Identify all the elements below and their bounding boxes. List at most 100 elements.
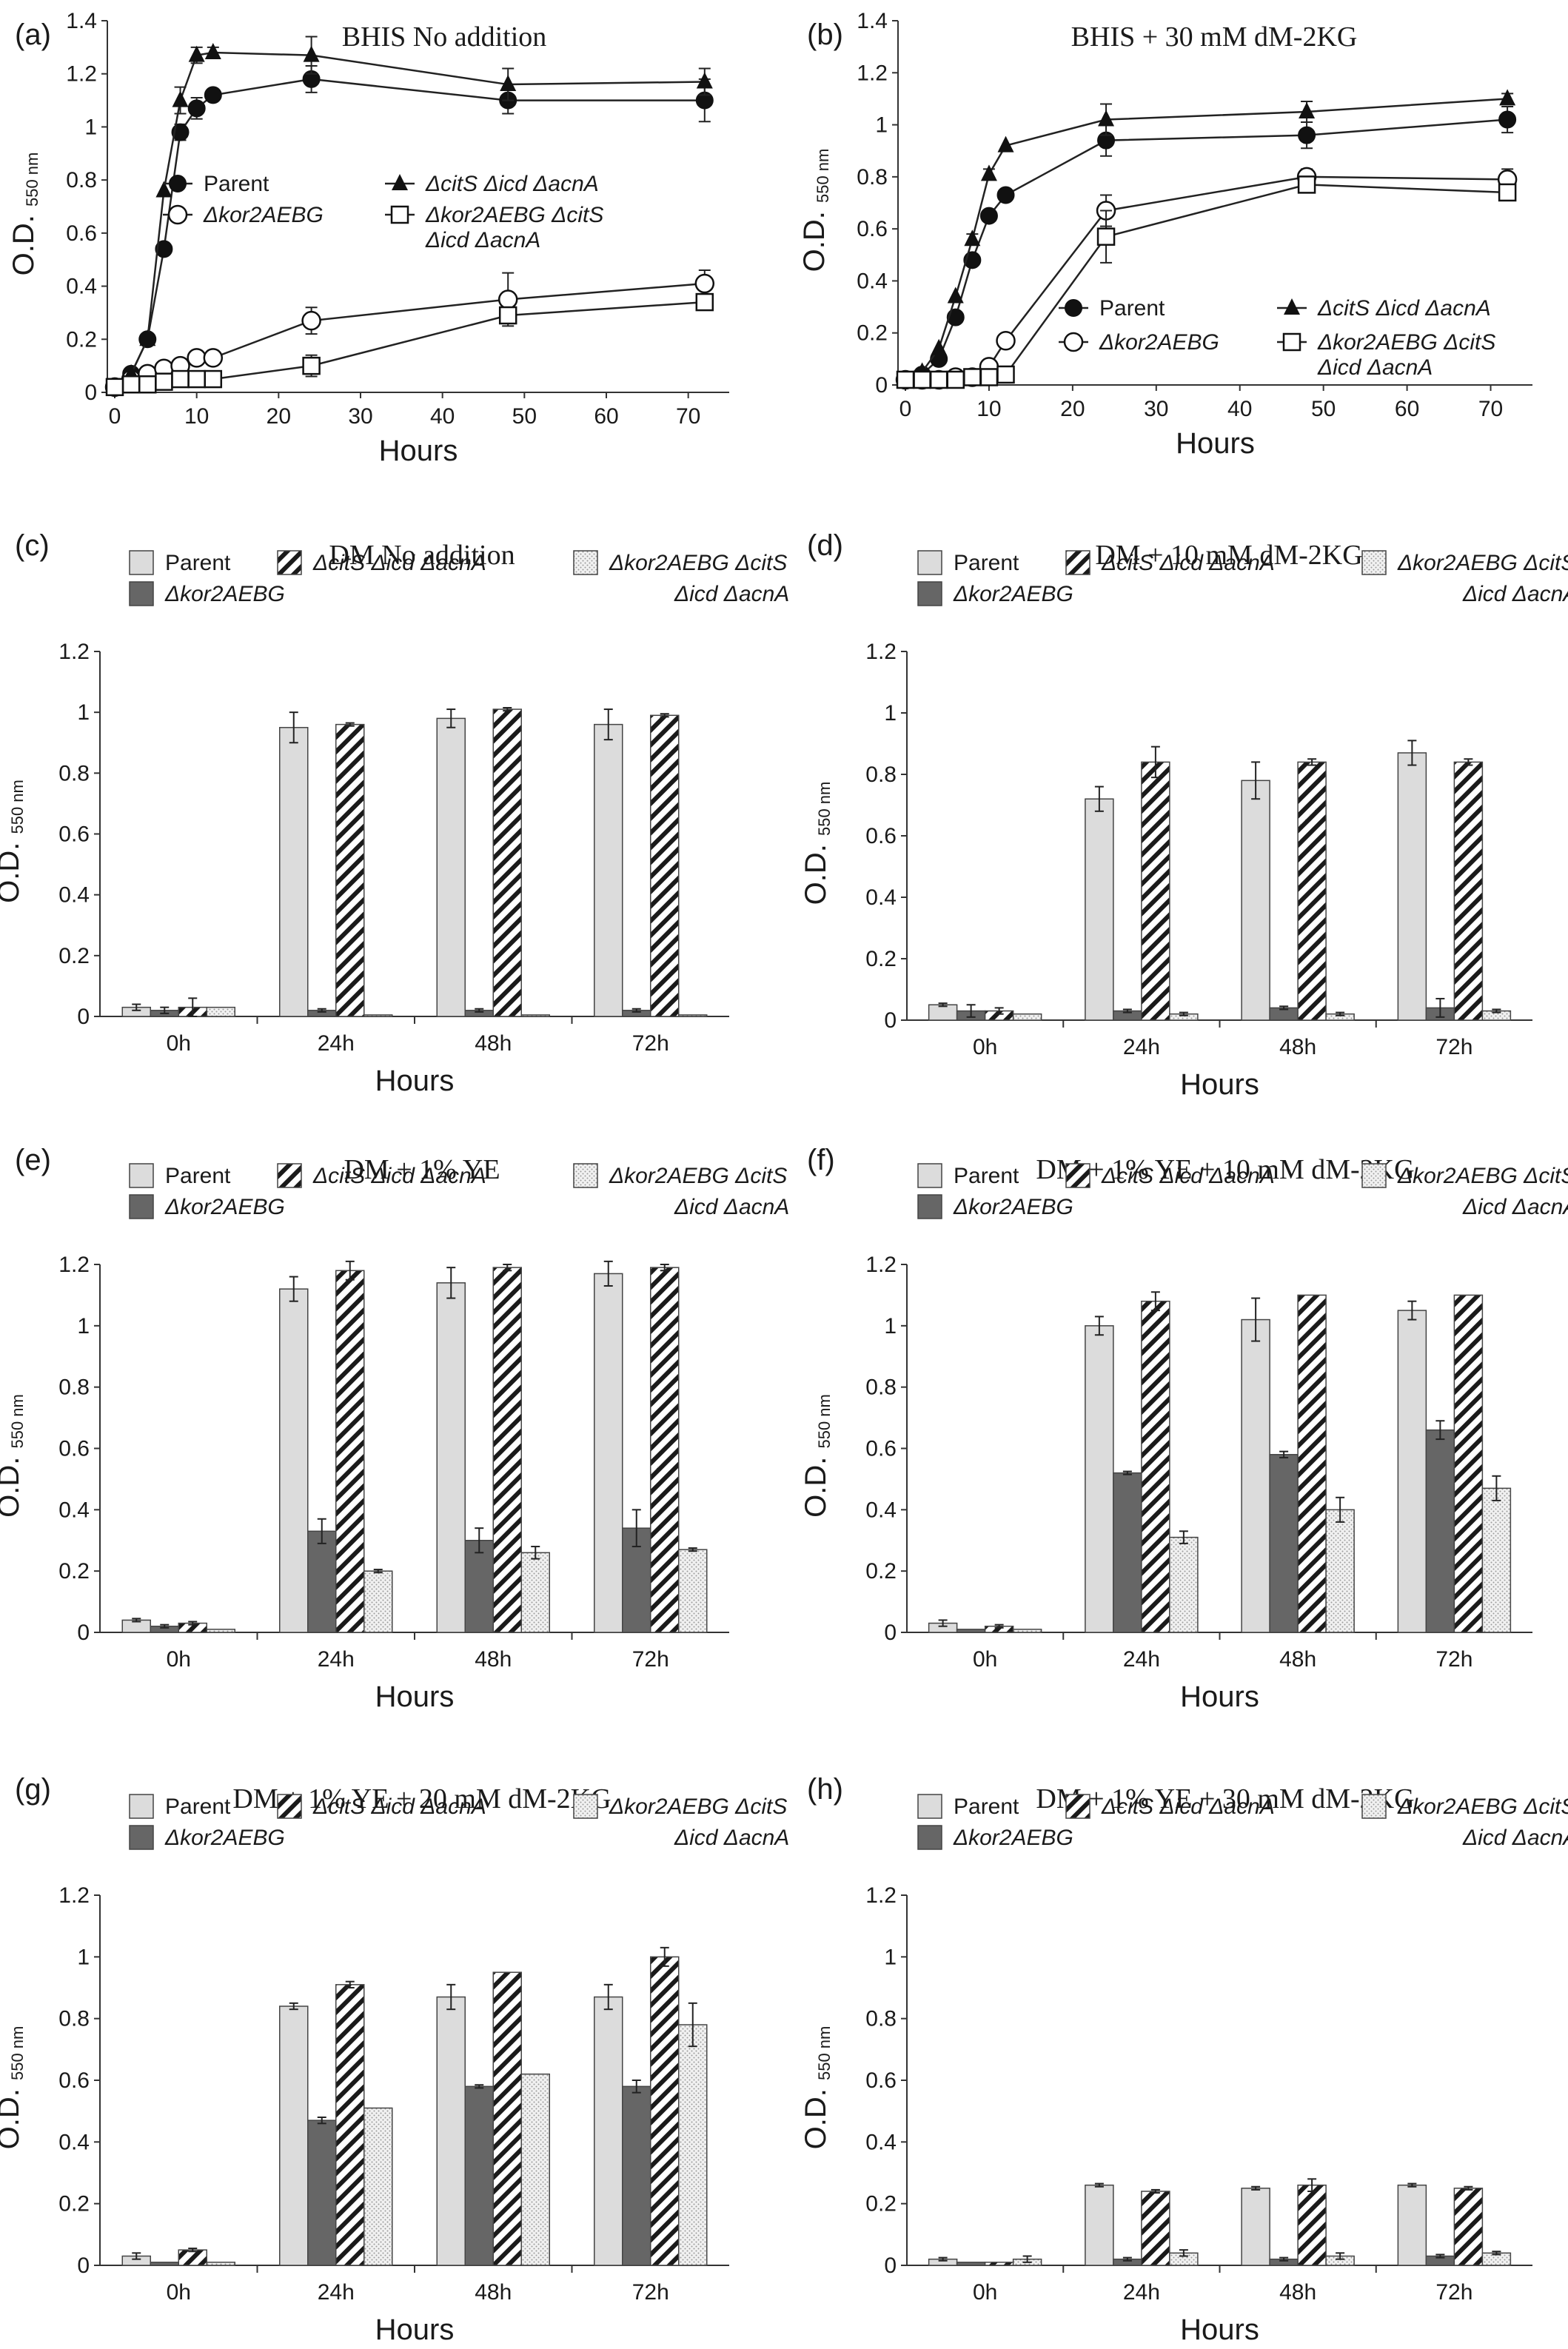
bar bbox=[594, 1273, 623, 1633]
bar bbox=[956, 2262, 986, 2266]
x-axis-title: Hours bbox=[375, 2313, 455, 2346]
x-tick-label: 24h bbox=[318, 1031, 355, 1056]
y-tick-label: 0.6 bbox=[66, 221, 97, 246]
y-axis-title: O.D. 550 nm bbox=[0, 2026, 27, 2150]
bar bbox=[307, 2120, 337, 2266]
y-tick-label: 0.2 bbox=[857, 321, 888, 346]
legend-swatch bbox=[1065, 1794, 1090, 1819]
data-point bbox=[303, 45, 320, 62]
legend-swatch bbox=[129, 581, 154, 606]
legend-label: Δkor2AEBG ΔcitS bbox=[1397, 1164, 1568, 1188]
y-tick-label: 0.4 bbox=[58, 1498, 90, 1522]
panel-title: DM No addition bbox=[329, 540, 515, 571]
y-axis-title-unit: 550 nm bbox=[8, 1394, 27, 1448]
panel-title: BHIS No addition bbox=[342, 21, 547, 53]
y-tick-label: 1 bbox=[77, 1945, 90, 1969]
y-tick-label: 0.8 bbox=[66, 168, 97, 192]
legend-marker bbox=[390, 205, 409, 224]
x-axis-title: Hours bbox=[375, 1065, 455, 1097]
y-tick-label: 1 bbox=[875, 113, 888, 138]
bar bbox=[956, 1629, 986, 1633]
x-axis-title: Hours bbox=[1180, 2313, 1259, 2346]
x-axis-title: Hours bbox=[1180, 1681, 1259, 1713]
data-point bbox=[171, 123, 190, 141]
y-tick-label: 0.8 bbox=[865, 763, 897, 787]
legend-swatch bbox=[917, 581, 942, 606]
data-point bbox=[929, 370, 948, 389]
y-tick-label: 1.2 bbox=[857, 61, 888, 85]
data-point bbox=[946, 308, 965, 326]
legend-label: Δkor2AEBG bbox=[164, 1826, 285, 1850]
bar bbox=[1481, 1487, 1512, 1633]
legend-label: Parent bbox=[1099, 296, 1165, 321]
y-tick-label: 0 bbox=[77, 1005, 90, 1029]
legend-label: Δicd ΔacnA bbox=[1462, 1195, 1568, 1219]
legend-swatch bbox=[1065, 1163, 1090, 1188]
bar bbox=[984, 2262, 1014, 2266]
legend-label: Δkor2AEBG ΔcitS bbox=[425, 203, 603, 227]
data-point bbox=[694, 273, 715, 294]
data-point bbox=[500, 75, 517, 92]
y-axis-title: O.D. 550 nm bbox=[0, 780, 27, 903]
y-tick-label: 0.6 bbox=[58, 1437, 90, 1461]
data-point bbox=[979, 368, 999, 386]
x-axis-title: Hours bbox=[375, 1681, 455, 1713]
legend-swatch bbox=[1361, 1794, 1387, 1819]
x-tick-label: 48h bbox=[1279, 2280, 1316, 2305]
y-tick-label: 1 bbox=[884, 1314, 897, 1338]
data-point bbox=[155, 181, 172, 198]
bar bbox=[492, 1267, 522, 1633]
panel-title: DM + 1% YE + 10 mM dM-2KG bbox=[1036, 1154, 1414, 1185]
y-tick-label: 0.4 bbox=[58, 2130, 90, 2154]
data-point bbox=[188, 45, 205, 62]
data-point bbox=[996, 186, 1015, 204]
y-tick-label: 0 bbox=[884, 1008, 897, 1033]
x-tick-label: 40 bbox=[1227, 397, 1252, 421]
bar bbox=[279, 1288, 309, 1633]
y-tick-label: 1.2 bbox=[58, 1253, 90, 1277]
x-tick-label: 0h bbox=[167, 1031, 191, 1056]
legend-label: Δicd ΔacnA bbox=[674, 582, 789, 606]
y-tick-label: 0.2 bbox=[865, 2192, 897, 2216]
data-point bbox=[1299, 102, 1316, 118]
y-axis-title-main: O.D. bbox=[0, 834, 25, 903]
x-tick-label: 48h bbox=[1279, 1647, 1316, 1672]
bar bbox=[1141, 761, 1170, 1021]
series-line bbox=[114, 51, 705, 388]
legend-swatch bbox=[917, 1825, 942, 1850]
y-axis-title-unit: 550 nm bbox=[815, 2026, 834, 2080]
bar bbox=[1325, 1509, 1355, 1633]
bar bbox=[1241, 1318, 1270, 1633]
panel-c: (c) DM No addition 0 0.2 0.4 0.6 0.8 1 1.2 O.D. 5… bbox=[0, 529, 789, 1097]
legend-marker bbox=[1282, 332, 1301, 352]
data-point bbox=[931, 338, 948, 355]
legend-label: Parent bbox=[204, 172, 269, 196]
x-tick-label: 0 bbox=[109, 404, 121, 429]
x-tick-label: 24h bbox=[1123, 1035, 1160, 1059]
data-point bbox=[964, 229, 981, 247]
legend-label: ΔcitS Δicd ΔacnA bbox=[425, 172, 599, 196]
panel-title: BHIS + 30 mM dM-2KG bbox=[1071, 21, 1358, 53]
legend-label: ΔcitS Δicd ΔacnA bbox=[1101, 1795, 1275, 1819]
bar bbox=[1085, 1325, 1114, 1633]
bar bbox=[1297, 1294, 1327, 1633]
x-axis-title: Hours bbox=[1180, 1068, 1259, 1101]
panel-b: (b) BHIS + 30 mM dM-2KG 0 0.2 0.4 0.6 0.8 1 1.2 1… bbox=[798, 9, 1532, 460]
data-point bbox=[187, 99, 206, 118]
legend-label: ΔcitS Δicd ΔacnA bbox=[312, 551, 486, 575]
data-point bbox=[105, 378, 124, 397]
bar bbox=[1012, 1629, 1042, 1633]
bar bbox=[650, 714, 680, 1017]
data-point bbox=[204, 43, 221, 60]
y-tick-label: 0.8 bbox=[857, 165, 888, 190]
y-tick-label: 0.2 bbox=[66, 327, 97, 352]
legend-swatch bbox=[573, 550, 598, 575]
panel-title: DM + 10 mM dM-2KG bbox=[1095, 540, 1362, 571]
x-tick-label: 20 bbox=[1060, 397, 1085, 421]
bar bbox=[1397, 752, 1427, 1021]
bar bbox=[1169, 1536, 1199, 1633]
bar bbox=[520, 1552, 550, 1633]
data-point bbox=[121, 375, 141, 394]
bar bbox=[1297, 2184, 1327, 2266]
bar bbox=[363, 2107, 393, 2266]
